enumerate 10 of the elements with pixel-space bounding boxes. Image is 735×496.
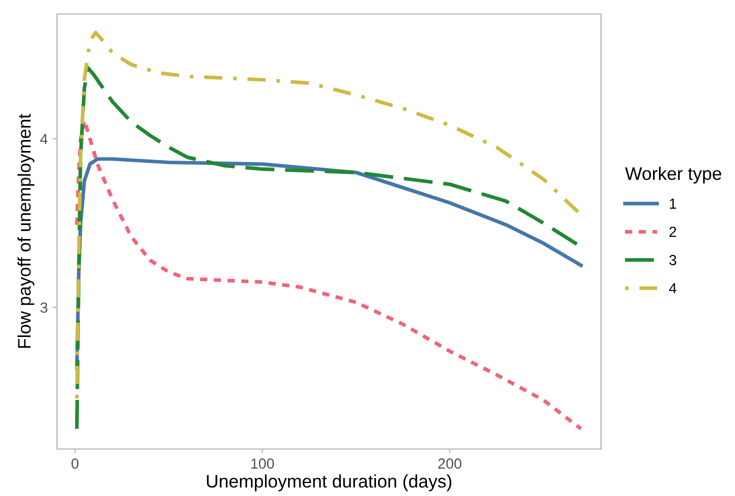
x-axis-title: Unemployment duration (days) <box>206 474 452 492</box>
x-tick-label: 200 <box>438 458 462 469</box>
legend-label: 4 <box>669 283 676 294</box>
legend-label: 2 <box>669 226 676 237</box>
legend-label: 3 <box>669 254 676 266</box>
legend-label: 1 <box>670 198 676 209</box>
x-tick-label: 0 <box>72 458 78 469</box>
y-axis-title: Flow payoff of unemployment <box>17 114 34 348</box>
x-tick-label: 100 <box>251 458 274 469</box>
legend-title: Worker type <box>625 166 722 184</box>
